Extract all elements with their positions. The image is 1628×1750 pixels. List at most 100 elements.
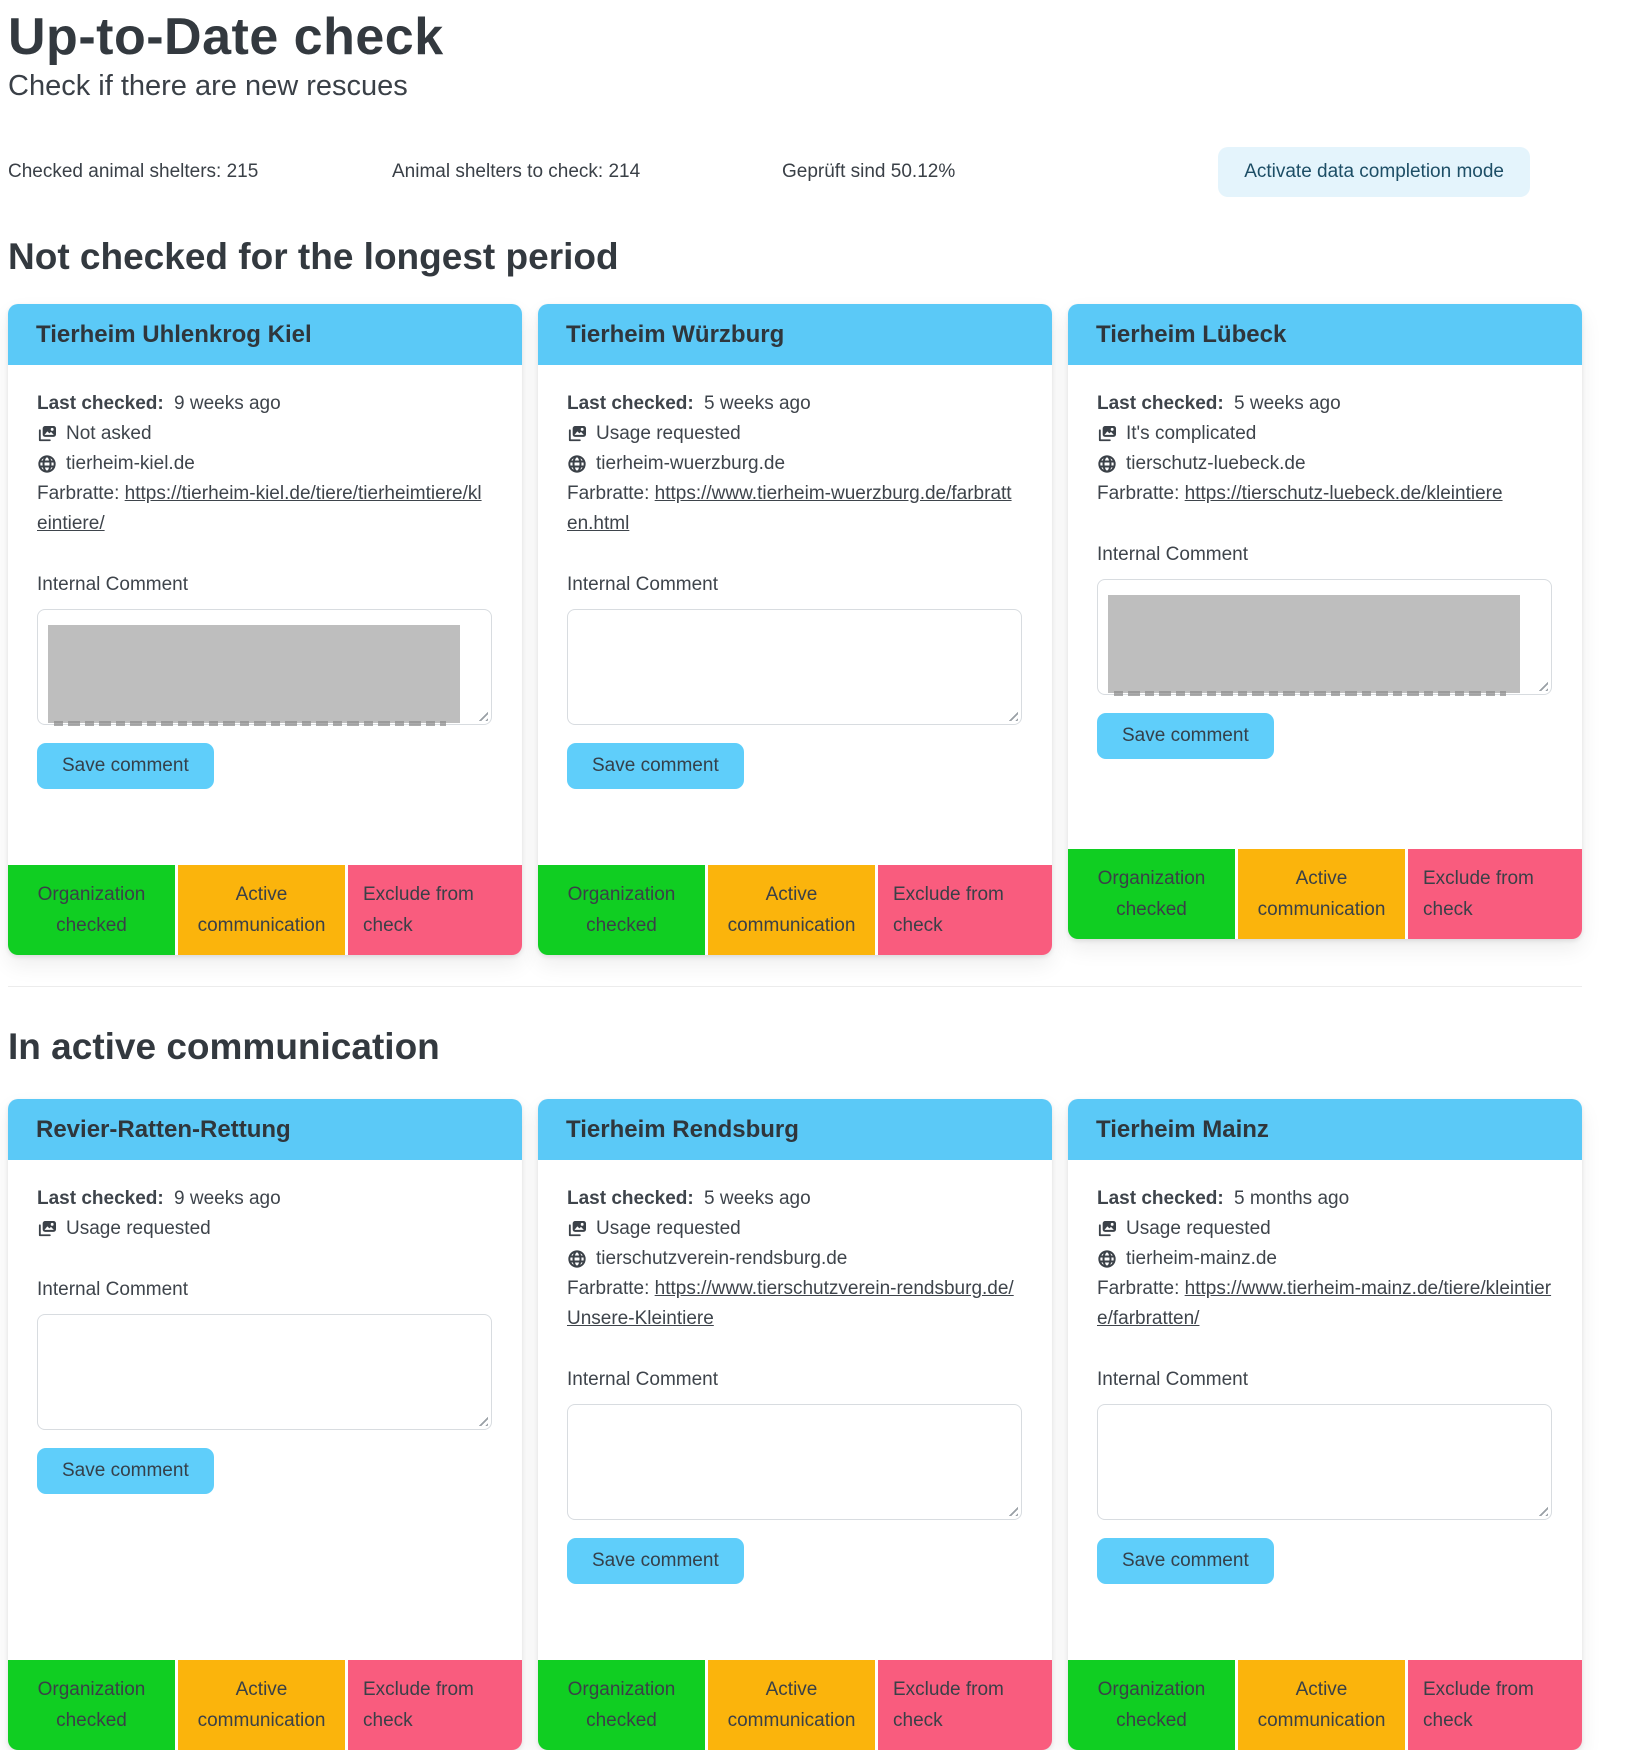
- internal-comment-textarea[interactable]: [1097, 579, 1552, 697]
- shelter-card-body: Last checked: 5 weeks ago Usage requeste…: [538, 1160, 1052, 1660]
- shelter-card-footer: Organization checked Active communicatio…: [1068, 1660, 1582, 1750]
- section-divider: [8, 986, 1582, 988]
- save-comment-button[interactable]: Save comment: [1097, 713, 1274, 760]
- farbratte-link[interactable]: https://www.tierheim-wuerzburg.de/farbra…: [567, 483, 1012, 535]
- website-text: tierheim-mainz.de: [1126, 1248, 1277, 1270]
- section-heading: Not checked for the longest period: [8, 236, 619, 278]
- page-title: Up-to-Date check: [8, 8, 444, 66]
- textarea-resize-handle[interactable]: [1535, 678, 1548, 692]
- shelter-name: Tierheim Lübeck: [1096, 320, 1287, 348]
- textarea-resize-handle[interactable]: [1535, 1503, 1548, 1517]
- exclude-from-check-button[interactable]: Exclude from check: [878, 1660, 1052, 1750]
- last-checked-line: Last checked: 9 weeks ago: [37, 389, 492, 419]
- photo-usage-icon: [1097, 424, 1117, 444]
- stats-row: Checked animal shelters: 215 Animal shel…: [8, 147, 1582, 198]
- photo-usage-icon: [567, 424, 587, 444]
- active-communication-button[interactable]: Active communication: [178, 865, 345, 956]
- save-comment-button[interactable]: Save comment: [37, 1448, 214, 1495]
- last-checked-line: Last checked: 5 weeks ago: [567, 389, 1022, 419]
- internal-comment-textarea[interactable]: [37, 1314, 492, 1431]
- shelter-section: In active communication Revier-Ratten-Re…: [8, 986, 1582, 1750]
- redacted-comment-cutoff: [54, 721, 446, 727]
- usage-status-line: Usage requested: [567, 419, 1022, 449]
- activate-data-completion-mode-button[interactable]: Activate data completion mode: [1218, 147, 1530, 198]
- usage-status-text: Not asked: [66, 423, 152, 445]
- active-communication-button[interactable]: Active communication: [708, 865, 875, 956]
- shelter-card: Revier-Ratten-Rettung Last checked: 9 we…: [8, 1099, 522, 1750]
- farbratte-link[interactable]: https://tierschutz-luebeck.de/kleintiere: [1184, 483, 1503, 505]
- last-checked-label: Last checked:: [37, 393, 164, 415]
- farbratte-label: Farbratte:: [37, 483, 120, 505]
- shelter-card-footer: Organization checked Active communicatio…: [8, 1660, 522, 1750]
- internal-comment-textarea[interactable]: [1097, 1404, 1552, 1521]
- save-comment-button[interactable]: Save comment: [567, 1538, 744, 1585]
- internal-comment-label: Internal Comment: [567, 1369, 719, 1391]
- shelter-card-footer: Organization checked Active communicatio…: [1068, 849, 1582, 940]
- shelter-name: Tierheim Würzburg: [566, 320, 785, 348]
- organization-checked-button[interactable]: Organization checked: [1068, 849, 1235, 940]
- internal-comment-label: Internal Comment: [37, 1279, 189, 1301]
- organization-checked-button[interactable]: Organization checked: [8, 1660, 175, 1750]
- globe-icon: [1097, 454, 1117, 474]
- website-line: tierschutz-luebeck.de: [1097, 449, 1552, 479]
- internal-comment-textarea[interactable]: [567, 609, 1022, 726]
- shelter-card-header: Tierheim Lübeck: [1068, 304, 1582, 366]
- shelter-card-body: Last checked: 5 months ago Usage request…: [1068, 1160, 1582, 1660]
- shelter-card-body: Last checked: 9 weeks ago Usage requeste…: [8, 1160, 522, 1660]
- photo-usage-icon: [567, 1219, 587, 1239]
- shelter-card: Tierheim Würzburg Last checked: 5 weeks …: [538, 304, 1052, 956]
- farbratte-label: Farbratte:: [1097, 483, 1180, 505]
- organization-checked-button[interactable]: Organization checked: [1068, 1660, 1235, 1750]
- internal-comment-label: Internal Comment: [1097, 1369, 1249, 1391]
- internal-comment-textarea[interactable]: [37, 609, 492, 727]
- shelter-card-header: Tierheim Rendsburg: [538, 1099, 1052, 1161]
- stat-checked-shelters: Checked animal shelters: 215: [8, 161, 259, 183]
- exclude-from-check-button[interactable]: Exclude from check: [1408, 849, 1582, 940]
- photo-usage-icon: [1097, 1219, 1117, 1239]
- organization-checked-button[interactable]: Organization checked: [538, 865, 705, 956]
- save-comment-button[interactable]: Save comment: [567, 743, 744, 790]
- internal-comment-textarea[interactable]: [567, 1404, 1022, 1521]
- exclude-from-check-button[interactable]: Exclude from check: [348, 1660, 522, 1750]
- textarea-resize-handle[interactable]: [1005, 708, 1018, 722]
- exclude-from-check-button[interactable]: Exclude from check: [1408, 1660, 1582, 1750]
- last-checked-value: 5 weeks ago: [698, 393, 811, 415]
- exclude-from-check-button[interactable]: Exclude from check: [878, 865, 1052, 956]
- exclude-from-check-button[interactable]: Exclude from check: [348, 865, 522, 956]
- usage-status-text: Usage requested: [596, 1218, 741, 1240]
- active-communication-button[interactable]: Active communication: [1238, 1660, 1405, 1750]
- usage-status-line: Not asked: [37, 419, 492, 449]
- last-checked-line: Last checked: 5 months ago: [1097, 1184, 1552, 1214]
- last-checked-label: Last checked:: [1097, 393, 1224, 415]
- page-subtitle: Check if there are new rescues: [8, 70, 408, 103]
- usage-status-text: Usage requested: [66, 1218, 211, 1240]
- globe-icon: [567, 1249, 587, 1269]
- active-communication-button[interactable]: Active communication: [708, 1660, 875, 1750]
- textarea-resize-handle[interactable]: [475, 1413, 488, 1427]
- shelter-card-footer: Organization checked Active communicatio…: [538, 1660, 1052, 1750]
- save-comment-button[interactable]: Save comment: [1097, 1538, 1274, 1585]
- active-communication-button[interactable]: Active communication: [178, 1660, 345, 1750]
- website-line: tierheim-wuerzburg.de: [567, 449, 1022, 479]
- textarea-resize-handle[interactable]: [1005, 1503, 1018, 1517]
- organization-checked-button[interactable]: Organization checked: [8, 865, 175, 956]
- organization-checked-button[interactable]: Organization checked: [538, 1660, 705, 1750]
- last-checked-label: Last checked:: [567, 1188, 694, 1210]
- save-comment-button[interactable]: Save comment: [37, 743, 214, 790]
- farbratte-line: Farbratte: https://tierheim-kiel.de/tier…: [37, 479, 492, 539]
- usage-status-line: It's complicated: [1097, 419, 1552, 449]
- textarea-resize-handle[interactable]: [475, 708, 488, 722]
- last-checked-line: Last checked: 9 weeks ago: [37, 1184, 492, 1214]
- globe-icon: [567, 454, 587, 474]
- farbratte-line: Farbratte: https://www.tierheim-wuerzbur…: [567, 479, 1022, 539]
- website-line: tierheim-kiel.de: [37, 449, 492, 479]
- last-checked-value: 9 weeks ago: [168, 1188, 281, 1210]
- farbratte-link[interactable]: https://tierheim-kiel.de/tiere/tierheimt…: [37, 483, 482, 535]
- usage-status-text: Usage requested: [1126, 1218, 1271, 1240]
- shelter-card: Tierheim Mainz Last checked: 5 months ag…: [1068, 1099, 1582, 1750]
- globe-icon: [37, 454, 57, 474]
- shelter-section: Not checked for the longest period Tierh…: [8, 233, 1582, 956]
- shelter-card: Tierheim Rendsburg Last checked: 5 weeks…: [538, 1099, 1052, 1750]
- active-communication-button[interactable]: Active communication: [1238, 849, 1405, 940]
- shelter-card-header: Tierheim Uhlenkrog Kiel: [8, 304, 522, 366]
